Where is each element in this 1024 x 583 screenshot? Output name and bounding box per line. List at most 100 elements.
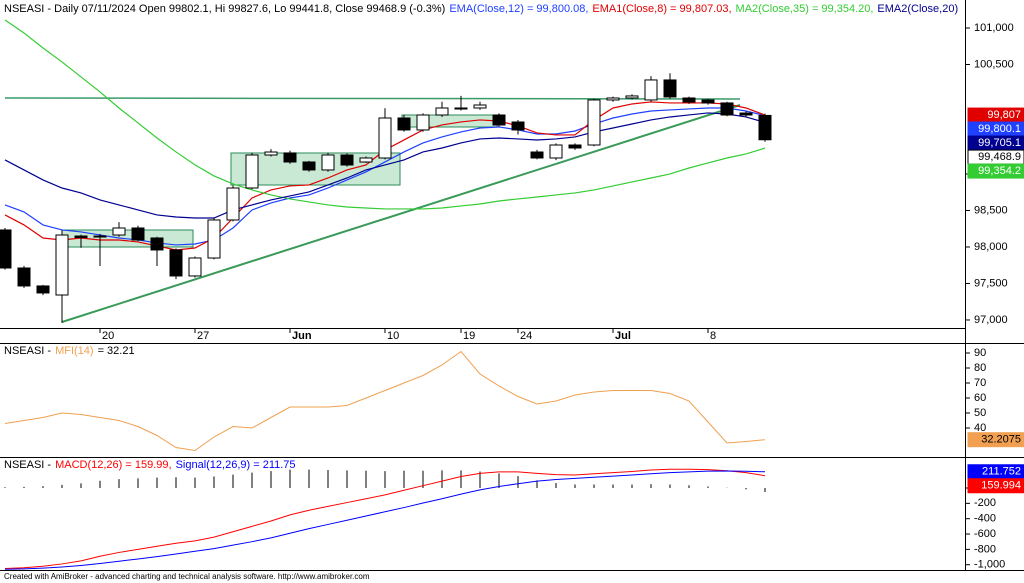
- y-tick-label: 100,500: [974, 58, 1014, 70]
- candle-body: [568, 144, 582, 149]
- candle-body: [93, 235, 107, 238]
- x-tick-label: Jun: [292, 330, 312, 342]
- candle-body: [397, 117, 411, 131]
- x-tick-label: Jul: [615, 330, 631, 342]
- value-badge-label: 99,800.1: [978, 123, 1021, 135]
- candle-body: [473, 104, 487, 109]
- legend-text: EMA(Close,12) = 99,800.08,: [449, 3, 588, 15]
- value-badge-label: 99,468.9: [978, 151, 1021, 163]
- x-tick-label: 19: [463, 330, 475, 342]
- value-badge-label: 159.994: [981, 480, 1021, 492]
- candle-body: [644, 79, 658, 101]
- value-badge-label: 99,705.1: [978, 137, 1021, 149]
- candle-body: [701, 99, 715, 104]
- x-tick-label: 27: [197, 330, 209, 342]
- y-tick-label: -600: [974, 528, 996, 540]
- candle-body: [720, 102, 734, 116]
- x-tick-label: 20: [102, 330, 114, 342]
- candle-body: [283, 152, 297, 163]
- legend-text: MA2(Close,35) = 99,354.20,: [736, 3, 874, 15]
- value-badge: [967, 432, 1024, 448]
- legend-text: EMA1(Close,8) = 99,807.03,: [592, 3, 731, 15]
- candle-body: [359, 157, 373, 163]
- candle-body: [663, 79, 677, 98]
- legend-text: NSEASI - Daily 07/11/2024 Open 99802.1, …: [4, 3, 445, 15]
- candle-body: [549, 144, 563, 159]
- candle-body: [435, 107, 449, 116]
- legend-text: NSEASI -: [4, 459, 51, 471]
- candle-body: [454, 107, 468, 110]
- y-tick-label: 90: [974, 347, 986, 359]
- indicator-line: [4, 19, 766, 210]
- indicator-line: [4, 468, 766, 570]
- candle-body: [606, 97, 620, 101]
- legend-text: NSEASI -: [4, 345, 51, 357]
- legend-text: MFI(14): [55, 345, 94, 357]
- x-tick-label: 10: [387, 330, 399, 342]
- candle-body: [340, 154, 354, 166]
- y-tick-label: -800: [974, 543, 996, 555]
- y-tick-label: -400: [974, 513, 996, 525]
- candle-body: [150, 237, 164, 251]
- candle-body: [112, 227, 126, 236]
- y-tick-label: 40: [974, 422, 986, 434]
- y-tick-label: 50: [974, 407, 986, 419]
- candle-body: [17, 267, 31, 287]
- candle-body: [74, 235, 88, 238]
- indicator-line: [4, 470, 766, 570]
- candle-body: [226, 187, 240, 221]
- indicator-line: [4, 350, 766, 452]
- y-tick-label: 98,000: [974, 241, 1008, 253]
- candle-body: [511, 121, 525, 131]
- candle-body: [245, 154, 259, 189]
- y-tick-label: 97,000: [974, 314, 1008, 326]
- indicator-line: [4, 112, 766, 219]
- candle-body: [758, 114, 772, 141]
- value-badge-label: 211.752: [982, 466, 1021, 478]
- candle-body: [682, 97, 696, 103]
- legend-text: MACD(12,26) = 159.99,: [55, 459, 171, 471]
- y-tick-label: 80: [974, 362, 986, 374]
- value-badge-label: 99,807: [987, 109, 1021, 121]
- legend-text: EMA2(Close,20): [877, 3, 958, 15]
- candle-body: [188, 257, 202, 277]
- candle-body: [169, 249, 183, 277]
- candle-body: [739, 112, 753, 116]
- candle-body: [264, 151, 278, 156]
- candle-body: [625, 95, 639, 99]
- value-badge: [967, 478, 1024, 494]
- y-tick-label: -200: [974, 497, 996, 509]
- value-badge-label: 32.2075: [981, 434, 1021, 446]
- candle-body: [587, 99, 601, 146]
- candle-body: [492, 114, 506, 126]
- legend-text: Signal(12,26,9) = 211.75: [176, 459, 296, 471]
- y-tick-label: 101,000: [974, 22, 1014, 34]
- candle-body: [378, 117, 392, 159]
- candle-body: [207, 219, 221, 259]
- marks: [0, 19, 772, 570]
- value-badge-label: 99,354.2: [978, 165, 1021, 177]
- y-tick-label: 97,500: [974, 277, 1008, 289]
- candle-body: [55, 234, 69, 296]
- y-tick-label: 98,500: [974, 204, 1008, 216]
- y-tick-label: 70: [974, 377, 986, 389]
- value-badge: [967, 163, 1024, 179]
- candle-body: [530, 151, 544, 159]
- x-tick-label: 24: [520, 330, 532, 342]
- footer: Created with AmiBroker - advanced charti…: [4, 572, 370, 581]
- candle-body: [321, 154, 335, 171]
- candle-body: [416, 114, 430, 131]
- candle-body: [131, 227, 145, 241]
- x-tick-label: 8: [710, 330, 716, 342]
- y-tick-label: -1,000: [974, 559, 1005, 571]
- y-tick-label: 60: [974, 392, 986, 404]
- candle-body: [302, 161, 316, 171]
- candle-body: [36, 285, 50, 294]
- legend-text: = 32.21: [98, 345, 135, 357]
- candle-body: [0, 229, 12, 269]
- zone-box: [401, 114, 498, 128]
